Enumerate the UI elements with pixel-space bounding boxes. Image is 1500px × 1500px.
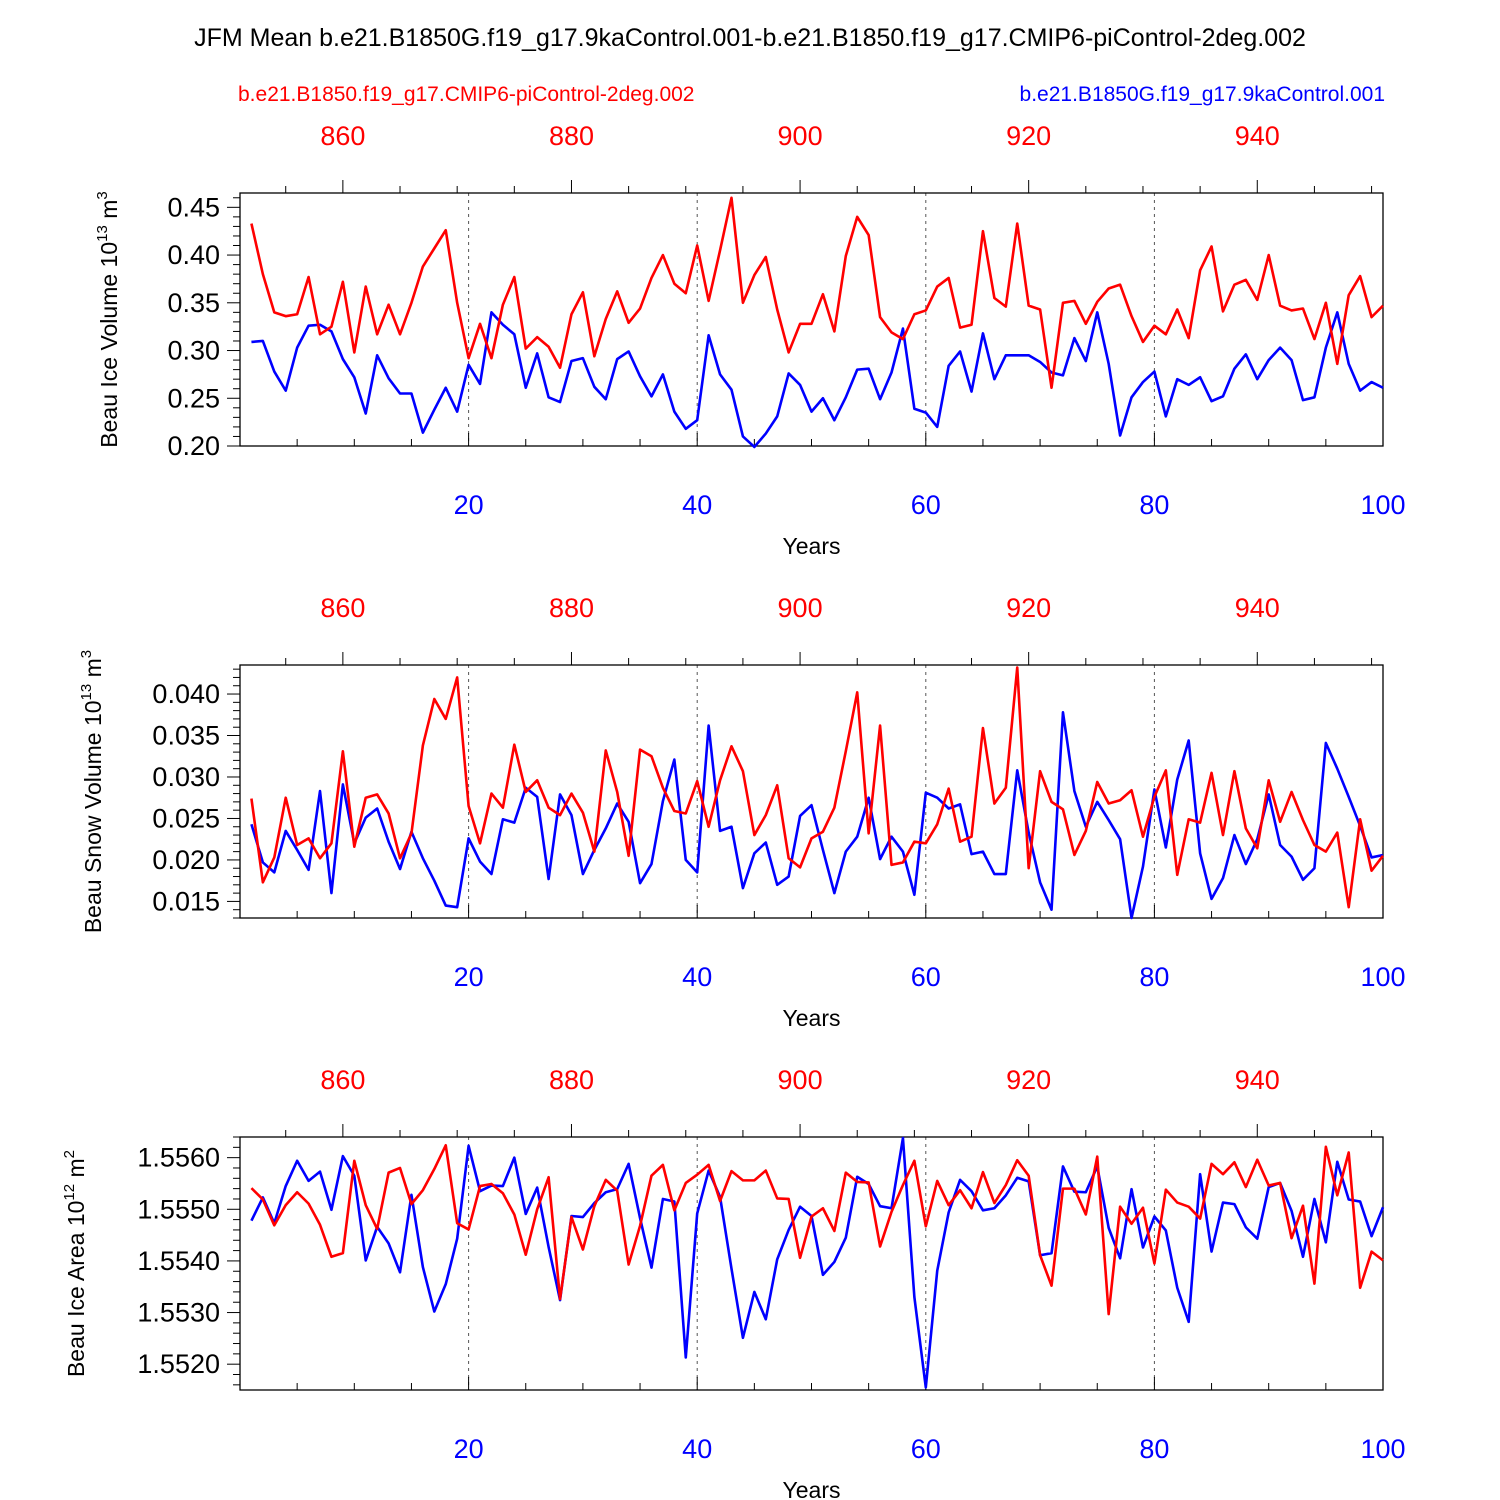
y-axis-title: Beau Ice Area 1012 m2: [61, 1150, 89, 1377]
top-x-tick-label: 940: [1235, 121, 1280, 151]
x-tick-label: 20: [454, 490, 484, 520]
top-x-tick-label: 860: [320, 593, 365, 623]
top-x-tick-label: 900: [778, 121, 823, 151]
top-x-tick-label: 860: [320, 121, 365, 151]
top-x-tick-label: 920: [1006, 593, 1051, 623]
x-axis-title: Years: [783, 533, 841, 559]
x-tick-label: 60: [911, 962, 941, 992]
panel-1: 20 40 60 80 100 860 880 900 920 940 Years 0.20 0.25 0…: [94, 121, 1406, 559]
x-tick-label: 80: [1139, 1434, 1169, 1464]
plot-frame: [239, 1136, 1384, 1391]
top-x-tick-label: 900: [778, 593, 823, 623]
x-tick-label: 20: [454, 1434, 484, 1464]
series-red-line: [250, 1143, 1384, 1316]
top-x-tick-label: 860: [320, 1065, 365, 1095]
y-tick-label: 0.030: [152, 762, 220, 792]
y-tick-label: 1.5560: [137, 1143, 220, 1173]
y-tick-label: 0.20: [167, 431, 220, 461]
chart-panels: 20 40 60 80 100 860 880 900 920 940 Years 0.20 0.25 0…: [61, 121, 1406, 1500]
plot-frame: [239, 192, 1384, 447]
top-x-tick-label: 920: [1006, 1065, 1051, 1095]
y-axis-title: Beau Snow Volume 1013 m3: [78, 650, 106, 933]
x-tick-label: 60: [911, 1434, 941, 1464]
x-tick-label: 80: [1139, 962, 1169, 992]
y-tick-label: 1.5520: [137, 1349, 220, 1379]
y-tick-label: 0.25: [167, 383, 220, 413]
y-tick-label: 0.40: [167, 240, 220, 270]
y-tick-label: 0.35: [167, 288, 220, 318]
plot-frame: [239, 664, 1384, 919]
top-x-tick-label: 880: [549, 1065, 594, 1095]
top-x-tick-label: 940: [1235, 593, 1280, 623]
x-tick-label: 100: [1360, 490, 1405, 520]
panel-3: 20 40 60 80 100 860 880 900 920 940 Years 1.5520 1.5…: [61, 1065, 1406, 1500]
series-red-line: [250, 666, 1385, 909]
legend-red-label: b.e21.B1850.f19_g17.CMIP6-piControl-2deg…: [238, 83, 694, 106]
y-tick-label: 1.5550: [137, 1194, 220, 1224]
x-tick-label: 100: [1360, 1434, 1405, 1464]
y-tick-label: 0.45: [167, 192, 220, 222]
y-axis-title: Beau Ice Volume 1013 m3: [94, 191, 122, 447]
series-blue-line: [250, 710, 1384, 920]
x-tick-label: 40: [682, 490, 712, 520]
series-blue-line: [250, 1136, 1385, 1389]
x-tick-label: 40: [682, 1434, 712, 1464]
y-tick-label: 0.035: [152, 721, 220, 751]
top-x-tick-label: 940: [1235, 1065, 1280, 1095]
x-axis-title: Years: [783, 1005, 841, 1031]
x-axis-title: Years: [783, 1477, 841, 1500]
y-tick-label: 1.5540: [137, 1246, 220, 1276]
series-red-line: [250, 196, 1384, 390]
top-x-tick-label: 920: [1006, 121, 1051, 151]
legend-blue-label: b.e21.B1850G.f19_g17.9kaControl.001: [1020, 83, 1385, 106]
chart-title: JFM Mean b.e21.B1850G.f19_g17.9kaControl…: [194, 24, 1306, 52]
top-x-tick-label: 880: [549, 593, 594, 623]
series-blue-line: [251, 311, 1384, 449]
x-tick-label: 40: [682, 962, 712, 992]
y-tick-label: 1.5530: [137, 1298, 220, 1328]
y-tick-label: 0.025: [152, 803, 220, 833]
y-tick-label: 0.30: [167, 336, 220, 366]
x-tick-label: 60: [911, 490, 941, 520]
y-tick-label: 0.015: [152, 886, 220, 916]
y-tick-label: 0.020: [152, 845, 220, 875]
panel-2: 20 40 60 80 100 860 880 900 920 940 Years 0.015 0.02…: [78, 593, 1406, 1031]
top-x-tick-label: 900: [778, 1065, 823, 1095]
x-tick-label: 100: [1360, 962, 1405, 992]
top-x-tick-label: 880: [549, 121, 594, 151]
y-tick-label: 0.040: [152, 679, 220, 709]
x-tick-label: 20: [454, 962, 484, 992]
x-tick-label: 80: [1139, 490, 1169, 520]
